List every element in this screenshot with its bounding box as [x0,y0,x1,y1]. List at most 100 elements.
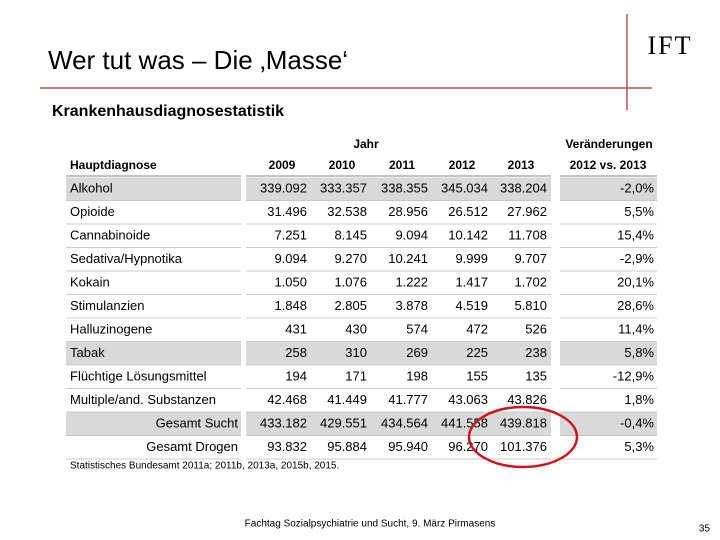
row-shade [246,177,551,201]
footer-text: Fachtag Sozialpsychiatrie und Sucht, 9. … [245,519,496,530]
row-shade [66,177,241,201]
cell-value: 1.702 [514,274,547,289]
cell-value: 9.094 [395,227,428,242]
row-label: Gesamt Sucht [156,415,239,430]
column-header: 2013 [508,158,535,172]
cell-value: 431 [285,321,307,336]
cell-value: 41.449 [327,392,367,407]
cell-value: 27.962 [507,204,547,219]
cell-value: 41.777 [388,392,428,407]
column-header: 2010 [329,158,356,172]
cell-value: 269 [406,345,428,360]
cell-value: 95.940 [388,439,428,454]
logo: IFT [648,31,693,60]
row-label: Gesamt Drogen [146,439,238,454]
row-shade [560,412,657,436]
cell-value: 1,8% [624,392,654,407]
row-shade [66,412,241,436]
cell-value: 31.496 [267,204,307,219]
subtitle: Krankenhausdiagnosestatistik [52,103,284,120]
cell-value: 135 [525,368,547,383]
row-label: Stimulanzien [70,298,144,313]
cell-value: 20,1% [617,274,654,289]
cell-value: 10.142 [448,227,488,242]
cell-value: 5,3% [624,439,654,454]
highlight-circle [467,405,579,469]
column-header: 2009 [269,158,296,172]
row-label: Tabak [70,345,105,360]
cell-value: 28,6% [617,298,654,313]
cell-value: 28.956 [388,204,428,219]
row-label: Kokain [70,274,110,289]
cell-value: 171 [345,368,367,383]
row-shade [560,342,657,365]
row-shade [560,177,657,201]
cell-value: 15,4% [617,227,654,242]
column-header: 2012 [449,158,476,172]
cell-value: 1.076 [334,274,367,289]
row-label: Flüchtige Lösungsmittel [70,368,207,383]
group-header: Jahr [353,137,379,151]
cell-value: 9.999 [455,251,488,266]
cell-value: 10.241 [388,251,428,266]
cell-value: 8.145 [334,227,367,242]
column-header: 2012 vs. 2013 [570,158,647,172]
cell-value: 194 [285,368,307,383]
cell-value: 1.417 [455,274,488,289]
row-shade [246,342,551,365]
page-number: 35 [699,524,711,535]
cell-value: 11,4% [618,321,654,336]
row-label: Alkohol [70,180,113,195]
row-label: Cannabinoide [70,227,150,242]
cell-value: -2,9% [620,251,654,266]
table: Jahr Veränderungen Hauptdiagnose 2009 2010 20… [66,137,657,472]
row-label: Multiple/and. Substanzen [70,392,216,407]
cell-value: -12,9% [613,368,655,383]
cell-value: 574 [406,321,428,336]
column-header: 2011 [389,158,415,172]
cell-value: 43.826 [507,392,547,407]
cell-value: 9.707 [514,251,547,266]
cell-value: 1.222 [395,274,428,289]
group-header: Veränderungen [565,137,652,151]
cell-value: 3.878 [395,298,428,313]
cell-value: 4.519 [455,298,488,313]
cell-value: 43.063 [448,392,488,407]
cell-value: -0,4% [620,415,654,430]
cell-value: 7.251 [274,227,307,242]
cell-value: 526 [525,321,547,336]
row-label: Sedativa/Hypnotika [70,251,183,266]
cell-value: 434.564 [381,415,428,430]
cell-value: 441.558 [441,415,488,430]
cell-value: 225 [466,345,488,360]
cell-value: 5,8% [624,345,654,360]
cell-value: 472 [466,321,488,336]
cell-value: 26.512 [448,204,488,219]
cell-value: 5.810 [514,298,547,313]
cell-value: 310 [345,345,367,360]
row-shade [246,412,551,436]
cell-value: 338.355 [381,180,428,195]
cell-value: 42.468 [267,392,307,407]
cell-value: 439.818 [500,415,547,430]
cell-value: -2,0% [620,180,654,195]
cell-value: 11.708 [508,227,547,242]
cell-value: 333.357 [320,180,367,195]
cell-value: 9.270 [334,251,367,266]
cell-value: 429.551 [320,415,367,430]
cell-value: 101.376 [500,439,547,454]
cell-value: 95.884 [327,439,367,454]
cell-value: 339.092 [260,180,307,195]
cell-value: 1.050 [274,274,307,289]
cell-value: 345.034 [441,180,488,195]
row-label: Halluzinogene [70,321,152,336]
cell-value: 338.204 [500,180,547,195]
cell-value: 430 [345,321,367,336]
cell-value: 258 [285,345,307,360]
slide-title: Wer tut was – Die ‚Masse‘ [48,45,348,75]
cell-value: 155 [466,368,488,383]
cell-value: 433.182 [260,415,307,430]
row-shade [66,342,241,365]
cell-value: 96.270 [448,439,488,454]
